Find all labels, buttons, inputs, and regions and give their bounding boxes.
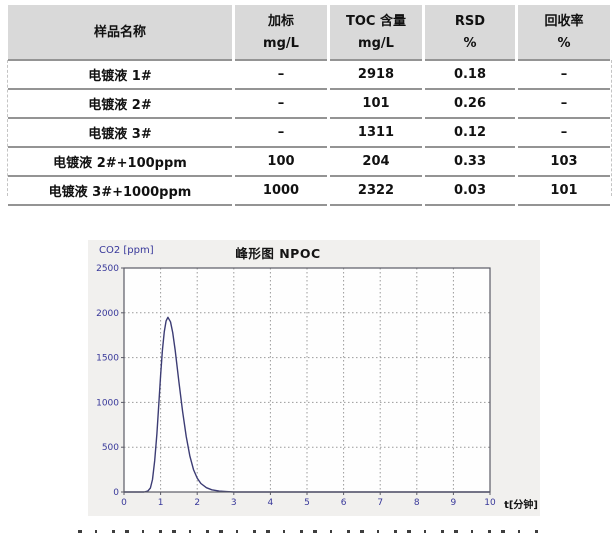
table-bottom-border <box>425 204 515 206</box>
y-tick-label: 1500 <box>96 354 119 364</box>
value-cell: 0.26 <box>425 88 515 117</box>
value-cell: 0.03 <box>425 175 515 204</box>
x-axis-label: t[分钟] <box>504 500 538 511</box>
value-cell: 0.33 <box>425 146 515 175</box>
x-tick-label: 3 <box>231 498 237 508</box>
table-bottom-border <box>518 204 610 206</box>
column-unit: % <box>463 35 477 51</box>
y-tick-label: 1000 <box>96 398 119 408</box>
sample-name-cell: 电镀液 1# <box>8 59 232 88</box>
chart-title: 峰形图 NPOC <box>235 246 321 261</box>
peak-chart-canvas: 0 1 2 3 4 5 6 7 8 9 10 0 500 1000 1500 2000 2500 <box>96 264 496 508</box>
value-cell: – <box>518 59 610 88</box>
value-cell: 101 <box>518 175 610 204</box>
column-header-sample-name: 样品名称 <box>8 5 232 59</box>
column-title: 加标 <box>267 13 294 29</box>
sample-name-cell: 电镀液 3#+1000ppm <box>8 175 232 204</box>
column-unit: mg/L <box>358 35 394 51</box>
value-cell: – <box>235 88 327 117</box>
value-cell: 1311 <box>330 117 422 146</box>
sample-name-cell: 电镀液 2#+100ppm <box>8 146 232 175</box>
table-left-dashed-border <box>7 60 8 196</box>
table-bottom-border <box>330 204 422 206</box>
x-tick-label: 6 <box>341 498 347 508</box>
table-right-dashed-border <box>611 60 612 196</box>
cropped-caption-fragment <box>78 528 546 533</box>
value-cell: 101 <box>330 88 422 117</box>
value-cell: 2322 <box>330 175 422 204</box>
x-tick-label: 1 <box>158 498 164 508</box>
column-title: TOC 含量 <box>346 13 406 29</box>
column-title: 样品名称 <box>93 24 146 40</box>
value-cell: – <box>518 88 610 117</box>
column-header-recovery: 回收率 % <box>518 5 610 59</box>
value-cell: 0.12 <box>425 117 515 146</box>
x-tick-label: 10 <box>484 498 496 508</box>
peak-chart-panel: 0 1 2 3 4 5 6 7 8 9 10 0 500 1000 1500 2000 2500 CO2 [pp… <box>88 240 540 516</box>
column-header-spike: 加标 mg/L <box>235 5 327 59</box>
peak-curve <box>124 316 490 493</box>
table-bottom-border <box>235 204 327 206</box>
x-tick-label: 2 <box>194 498 200 508</box>
x-tick-label: 4 <box>268 498 274 508</box>
y-axis-label: CO2 [ppm] <box>99 245 154 256</box>
value-cell: 2918 <box>330 59 422 88</box>
sample-name-cell: 电镀液 3# <box>8 117 232 146</box>
x-tick-label: 7 <box>377 498 383 508</box>
value-cell: 0.18 <box>425 59 515 88</box>
cropped-caption-marks <box>78 530 546 533</box>
column-unit: mg/L <box>263 35 299 51</box>
x-tick-label: 5 <box>304 498 310 508</box>
column-title: RSD <box>454 13 486 29</box>
table-bottom-border <box>8 204 232 206</box>
value-cell: – <box>235 59 327 88</box>
value-cell: 103 <box>518 146 610 175</box>
value-cell: 204 <box>330 146 422 175</box>
y-tick-label: 0 <box>113 488 119 498</box>
column-header-toc-content: TOC 含量 mg/L <box>330 5 422 59</box>
column-header-rsd: RSD % <box>425 5 515 59</box>
value-cell: 100 <box>235 146 327 175</box>
y-tick-label: 2000 <box>96 309 119 319</box>
column-unit: % <box>557 35 571 51</box>
value-cell: – <box>235 117 327 146</box>
results-table: 样品名称 加标 mg/L TOC 含量 mg/L RSD % 回收率 % 电镀液… <box>8 5 610 206</box>
y-tick-label: 2500 <box>96 264 119 274</box>
value-cell: 1000 <box>235 175 327 204</box>
x-tick-label: 0 <box>121 498 127 508</box>
value-cell: – <box>518 117 610 146</box>
column-title: 回收率 <box>544 13 584 29</box>
x-tick-label: 9 <box>451 498 457 508</box>
sample-name-cell: 电镀液 2# <box>8 88 232 117</box>
x-tick-label: 8 <box>414 498 420 508</box>
y-tick-label: 500 <box>102 443 119 453</box>
